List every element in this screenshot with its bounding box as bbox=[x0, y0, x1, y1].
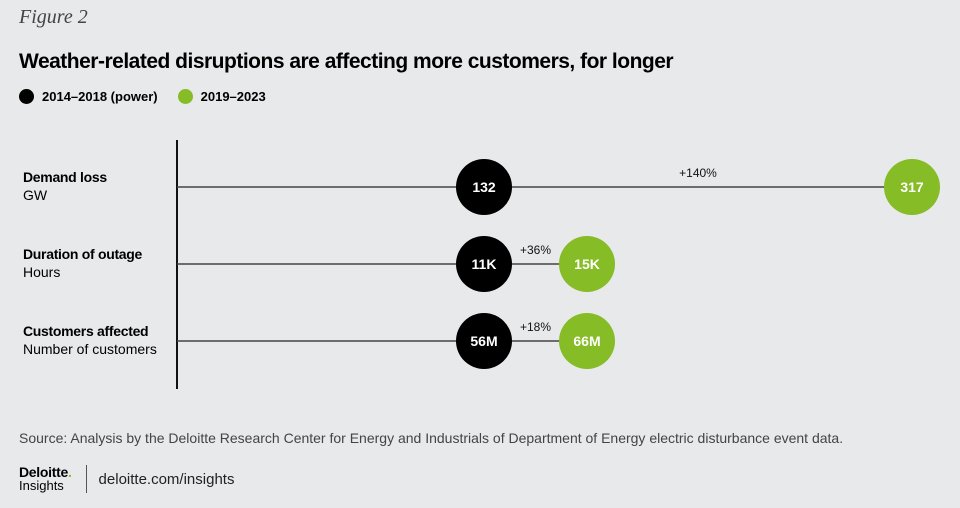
dot-label-2014-2018: 56M bbox=[470, 333, 497, 349]
change-label: +18% bbox=[520, 320, 551, 334]
change-label: +36% bbox=[520, 243, 551, 257]
logo-brand: Deloitte. bbox=[19, 464, 72, 480]
legend-item-2014-2018: 2014–2018 (power) bbox=[19, 89, 158, 104]
dot-2014-2018 bbox=[456, 236, 512, 292]
dot-2019-2023 bbox=[884, 159, 940, 215]
footer: Deloitte. Insights deloitte.com/insights bbox=[19, 465, 234, 493]
dot-2014-2018 bbox=[456, 313, 512, 369]
row-unit: Number of customers bbox=[23, 341, 157, 357]
legend-dot-black bbox=[19, 89, 34, 104]
row-unit: Hours bbox=[23, 264, 61, 280]
row-label-duration: Duration of outage Hours bbox=[23, 245, 142, 281]
legend-label: 2014–2018 (power) bbox=[42, 89, 158, 104]
logo-brand-text: Deloitte bbox=[19, 464, 68, 480]
figure-label: Figure 2 bbox=[19, 6, 88, 28]
logo-dot: . bbox=[67, 464, 72, 480]
footer-link[interactable]: deloitte.com/insights bbox=[98, 470, 235, 488]
legend: 2014–2018 (power) 2019–2023 bbox=[19, 89, 278, 104]
deloitte-insights-logo: Deloitte. Insights bbox=[19, 464, 72, 493]
legend-label: 2019–2023 bbox=[200, 89, 266, 104]
row-name: Duration of outage bbox=[23, 246, 143, 262]
change-label: +140% bbox=[679, 166, 717, 180]
dot-label-2014-2018: 11K bbox=[472, 256, 497, 272]
dot-2019-2023 bbox=[559, 313, 615, 369]
source-note: Source: Analysis by the Deloitte Researc… bbox=[19, 430, 844, 446]
row-unit: GW bbox=[23, 187, 48, 203]
logo-sub: Insights bbox=[19, 478, 64, 493]
row-name: Customers affected bbox=[23, 323, 149, 339]
footer-divider bbox=[85, 465, 87, 493]
row-label-customers: Customers affected Number of customers bbox=[23, 322, 157, 358]
dot-2019-2023 bbox=[559, 236, 615, 292]
dot-label-2019-2023: 66M bbox=[573, 333, 600, 349]
dot-2014-2018 bbox=[456, 159, 512, 215]
dot-label-2014-2018: 132 bbox=[472, 179, 496, 195]
row-label-demand-loss: Demand loss GW bbox=[23, 168, 107, 204]
row-name: Demand loss bbox=[23, 169, 107, 185]
chart-title: Weather-related disruptions are affectin… bbox=[19, 50, 674, 73]
legend-item-2019-2023: 2019–2023 bbox=[177, 89, 266, 104]
dot-label-2019-2023: 317 bbox=[900, 179, 924, 195]
dot-label-2019-2023: 15K bbox=[574, 256, 600, 272]
legend-dot-green bbox=[177, 89, 193, 104]
